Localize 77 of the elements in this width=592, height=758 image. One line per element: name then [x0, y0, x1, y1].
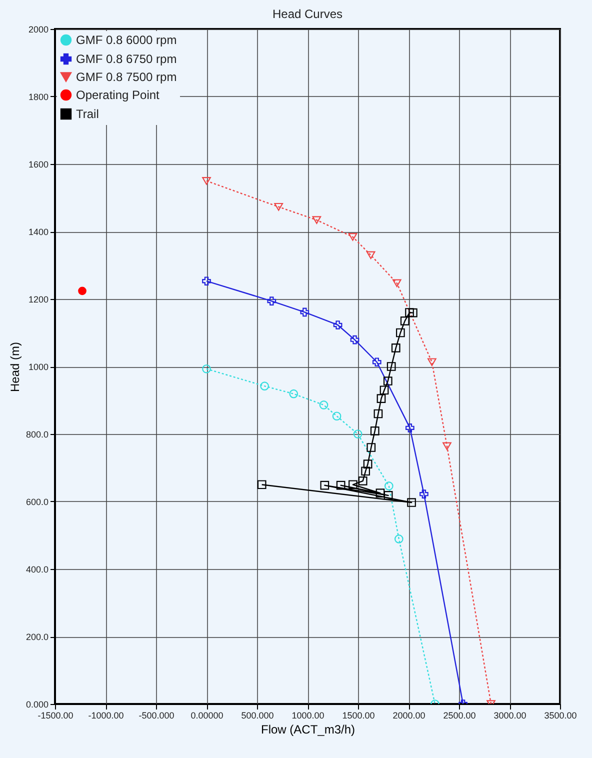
point	[394, 534, 404, 544]
y-tick-label: 600.0	[26, 497, 48, 507]
chart-title: Head Curves	[272, 7, 343, 21]
x-tick-label: 2000.00	[392, 710, 426, 720]
point	[396, 328, 405, 338]
point	[384, 482, 394, 490]
x-tick-label: -1500.00	[38, 710, 74, 720]
x-tick-label: -500.000	[138, 710, 174, 720]
point	[274, 202, 284, 211]
point	[383, 376, 392, 386]
y-tick-label: 1800	[28, 92, 48, 102]
x-tick-label: -1000.00	[88, 710, 124, 720]
point	[333, 320, 342, 330]
point	[366, 443, 376, 452]
point	[392, 279, 402, 288]
point	[202, 176, 211, 185]
x-tick-label: 500.000	[241, 710, 274, 720]
x-tick-label: 2500.00	[443, 710, 476, 720]
point	[405, 308, 414, 317]
y-tick-label: 1600	[28, 160, 48, 170]
point	[376, 488, 385, 498]
point	[363, 460, 372, 468]
x-tick-label: 3500.00	[544, 710, 577, 720]
point	[336, 480, 346, 490]
point	[332, 412, 342, 421]
point	[391, 344, 400, 352]
legend-label: GMF 0.8 6750 rpm	[76, 52, 177, 66]
point	[400, 316, 410, 326]
point	[374, 409, 383, 418]
legend-label: Trail	[76, 107, 99, 121]
point	[442, 442, 452, 450]
point	[260, 382, 269, 390]
point	[372, 358, 382, 367]
legend-label: GMF 0.8 7500 rpm	[76, 70, 177, 84]
point	[428, 358, 436, 366]
legend-label: GMF 0.8 6000 rpm	[76, 33, 177, 47]
y-axis-title: Head (m)	[8, 342, 22, 392]
point	[319, 400, 328, 410]
point	[408, 308, 418, 318]
y-tick-label: 400.0	[26, 564, 48, 574]
point	[78, 286, 86, 296]
point	[420, 490, 428, 498]
x-axis-title: Flow (ACT_m3/h)	[260, 722, 356, 736]
point	[386, 362, 396, 371]
legend-label: Operating Point	[76, 88, 160, 102]
x-tick-label: 3000.00	[494, 710, 526, 720]
point	[376, 394, 386, 403]
point	[350, 335, 360, 344]
y-tick-label: 200.0	[26, 632, 48, 642]
point	[202, 364, 211, 374]
y-tick-label: 800.0	[26, 430, 48, 440]
y-tick-label: 1000	[28, 362, 48, 372]
point	[348, 232, 358, 241]
point	[353, 430, 362, 438]
point	[320, 480, 330, 490]
point	[405, 424, 414, 432]
point	[358, 476, 368, 486]
point	[300, 308, 310, 317]
point	[312, 216, 322, 224]
point	[366, 251, 376, 260]
y-tick-label: 2000	[28, 24, 48, 34]
point	[267, 296, 276, 306]
x-tick-label: 1500.00	[342, 710, 375, 720]
point	[348, 480, 358, 490]
point	[361, 466, 370, 476]
point	[289, 389, 298, 398]
point	[257, 480, 266, 490]
y-tick-label: 0.000	[26, 700, 48, 710]
x-tick-label: 1000.00	[292, 710, 324, 720]
y-tick-label: 1200	[28, 294, 48, 304]
point	[384, 491, 393, 500]
point	[202, 276, 211, 286]
point	[370, 426, 380, 436]
point	[407, 498, 416, 507]
y-tick-label: 1400	[28, 227, 48, 237]
point	[380, 386, 389, 395]
x-tick-label: 0.00000	[190, 710, 224, 720]
